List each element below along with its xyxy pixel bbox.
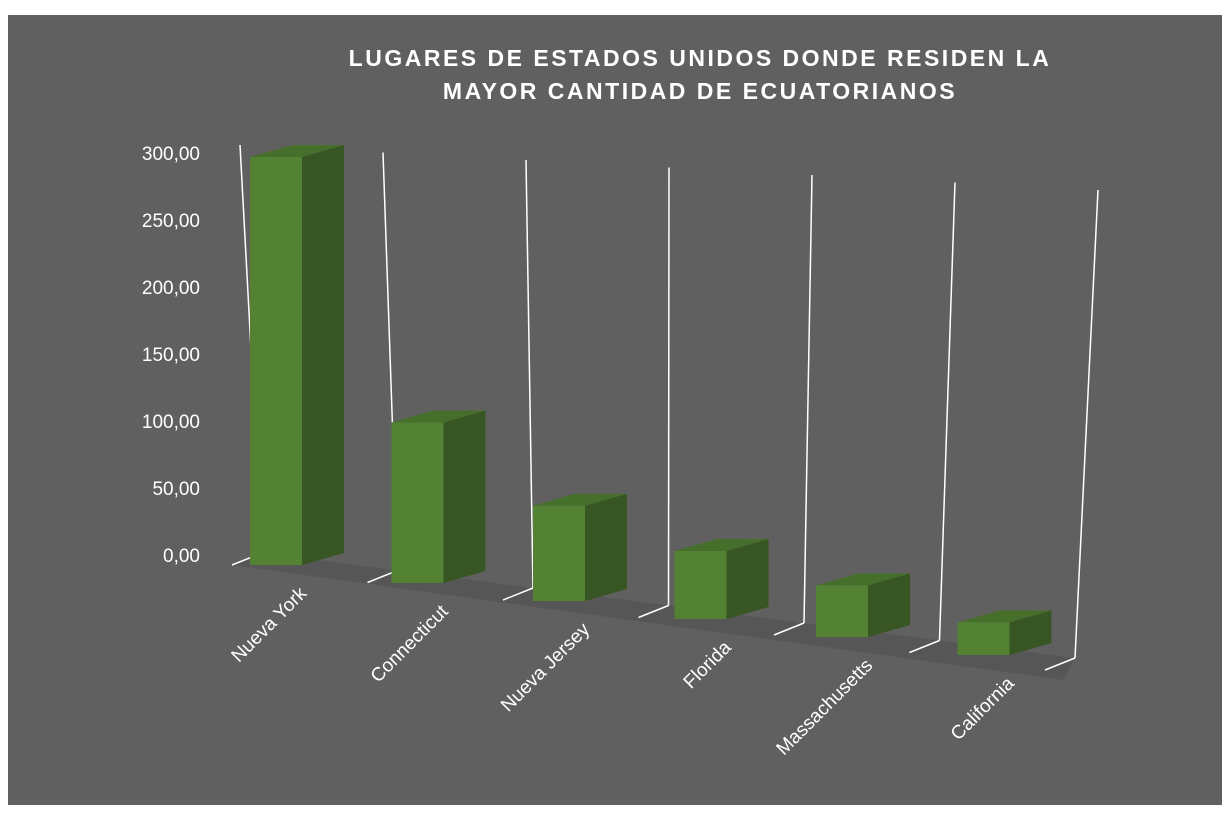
bar-side <box>868 573 910 637</box>
bar <box>250 157 302 565</box>
bar-side <box>1009 610 1052 655</box>
x-tick-label: Nueva Jersey <box>497 619 594 716</box>
bar-top <box>674 539 769 551</box>
divider-line <box>1074 189 1099 659</box>
y-tick-label: 150,00 <box>142 345 200 366</box>
bar <box>816 585 868 637</box>
y-tick-label: 0,00 <box>163 546 200 567</box>
bar <box>391 422 444 583</box>
bar-side <box>726 539 769 619</box>
bar-side <box>302 145 344 565</box>
bar-top <box>533 493 627 506</box>
bar <box>533 505 585 601</box>
x-tick-label: Nueva York <box>228 583 312 667</box>
x-tick-label: Florida <box>680 637 736 693</box>
bar <box>674 551 727 619</box>
bar-side <box>585 493 627 601</box>
bar-side <box>443 410 486 583</box>
bar <box>957 622 1010 655</box>
y-tick-label: 100,00 <box>142 412 200 433</box>
divider-line <box>803 174 813 624</box>
floor <box>232 553 1075 680</box>
divider-line <box>938 182 956 641</box>
divider-line <box>525 159 534 589</box>
bar-top <box>816 573 910 586</box>
bar-top <box>957 610 1052 623</box>
bar-top <box>250 145 344 157</box>
x-tick-label: California <box>947 673 1019 745</box>
y-tick-label: 250,00 <box>142 211 200 232</box>
chart-title: LUGARES DE ESTADOS UNIDOS DONDE RESIDEN … <box>348 45 1052 104</box>
floor-line <box>502 587 534 601</box>
y-tick-label: 200,00 <box>142 278 200 299</box>
divider-line <box>667 167 670 606</box>
y-tick-label: 50,00 <box>152 479 200 500</box>
floor-line <box>909 639 940 654</box>
x-tick-label: Massachusetts <box>773 655 877 759</box>
floor-line <box>638 604 669 619</box>
x-tick-label: Connecticut <box>367 601 453 687</box>
y-tick-label: 300,00 <box>142 144 200 165</box>
floor-line <box>1044 657 1076 671</box>
floor-line <box>773 622 805 636</box>
bar-top <box>391 410 486 423</box>
